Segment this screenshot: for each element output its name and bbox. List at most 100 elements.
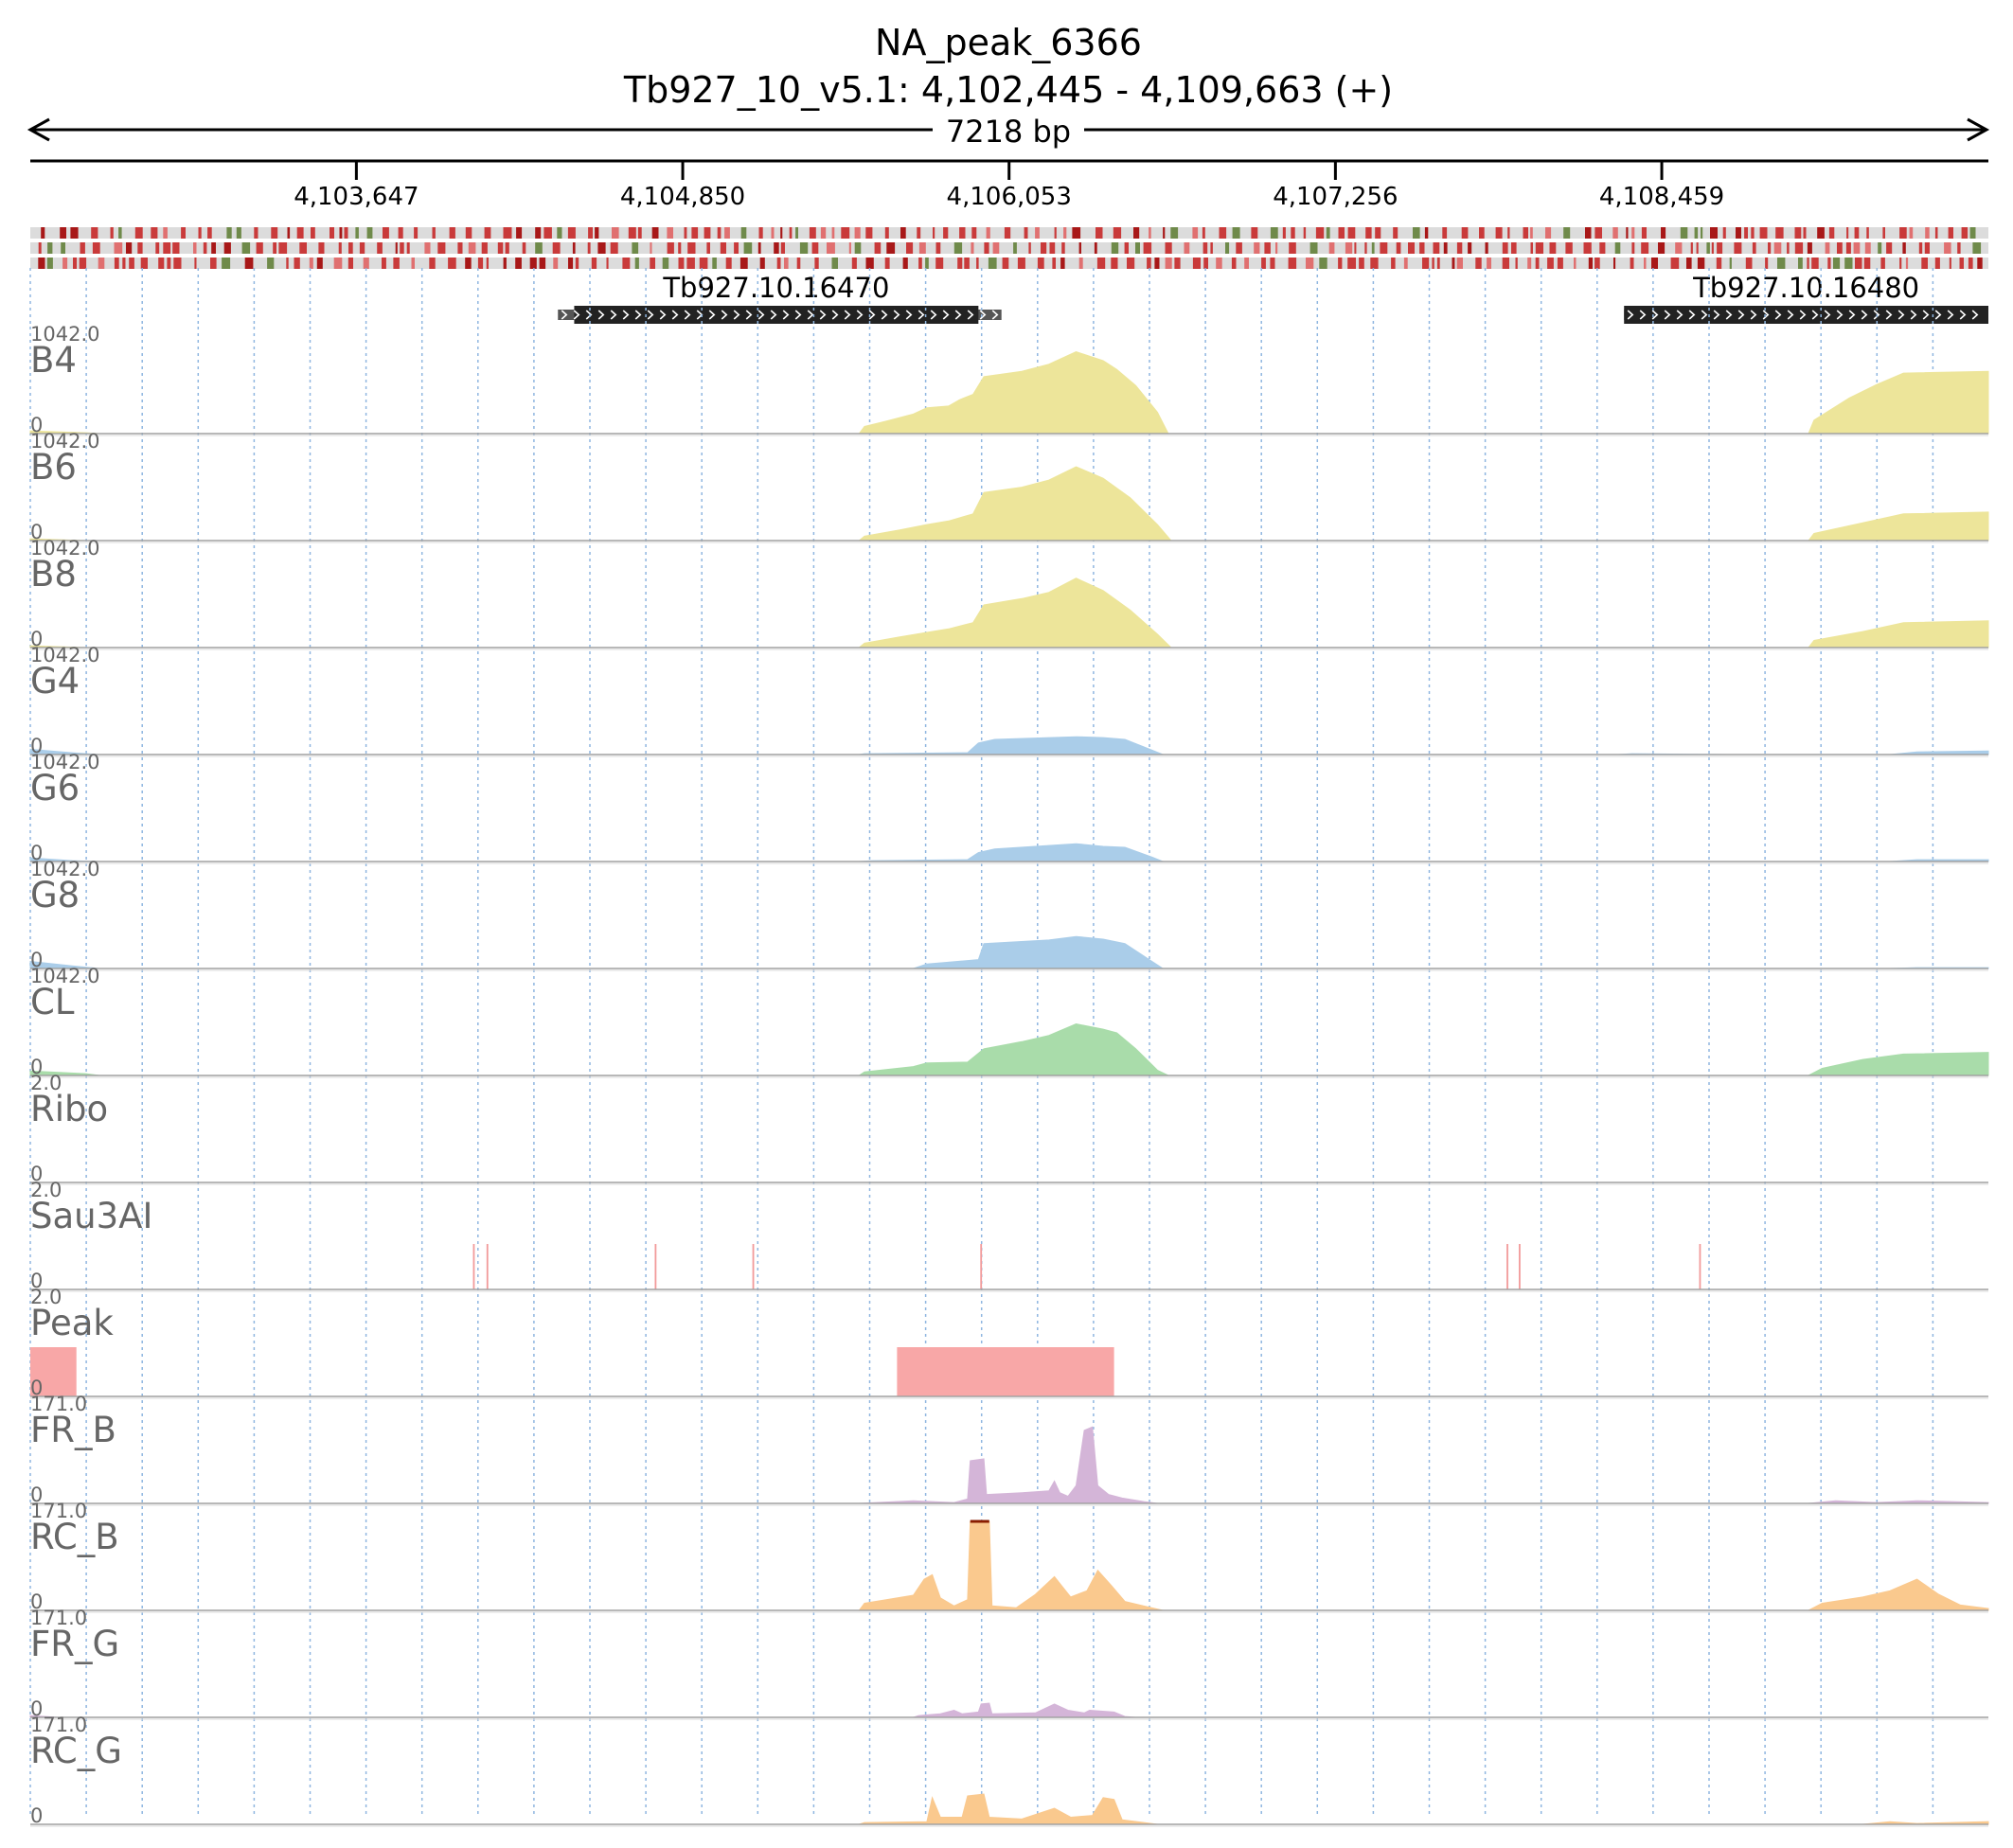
sequence-feature [1127,258,1135,269]
sequence-feature [1303,227,1307,239]
sequence-feature [1866,227,1869,239]
sequence-feature [1902,242,1906,254]
strand-chevron-icon [893,310,900,320]
sequence-feature [851,258,857,269]
sequence-feature [486,258,489,269]
sequence-feature [933,227,935,239]
strand-chevron-icon [1713,310,1720,320]
track-min-label: 0 [30,1804,43,1827]
strand-chevron-icon [647,310,654,320]
sequence-feature [1202,242,1208,254]
sequence-feature [918,258,922,269]
sequence-feature [1236,242,1242,254]
sequence-row [30,258,1988,269]
sequence-feature [158,258,165,269]
sequence-feature [122,258,126,269]
sequence-feature [1658,242,1666,254]
left-arrowhead-icon [27,117,50,142]
sequence-feature [1202,227,1205,239]
sequence-feature [535,227,542,239]
sequence-feature [854,227,861,239]
sequence-feature [706,242,710,254]
track-max-label: 171.0 [30,1607,87,1629]
sequence-feature [712,258,717,269]
sequence-feature [1921,258,1928,269]
sequence-feature [1456,258,1463,269]
sequence-feature [46,258,53,269]
sequence-feature [468,242,476,254]
sequence-feature [1909,227,1914,239]
sequence-feature [1225,242,1230,254]
strand-chevron-icon [1664,310,1671,320]
strand-chevron-icon [1701,310,1708,320]
sequence-feature [167,258,171,269]
sequence-feature [355,227,359,239]
strand-chevron-icon [856,310,864,320]
sequence-feature [1961,227,1968,239]
strand-chevron-icon [905,310,913,320]
sequence-feature [366,227,373,239]
sequence-feature [1545,227,1552,239]
sequence-feature [210,258,217,269]
coordinate-ruler: 4,103,647 4,104,850 4,106,053 4,107,256 4,10… [30,159,1988,211]
sequence-feature [254,227,258,239]
sequence-feature [1479,227,1485,239]
strand-chevron-icon [1861,310,1868,320]
sequence-feature [1096,258,1106,269]
strand-chevron-icon [1811,310,1819,320]
sequence-feature [286,258,289,269]
sequence-feature [1651,258,1658,269]
sequence-feature [634,258,639,269]
sequence-feature [163,227,168,239]
sequence-feature [140,258,148,269]
sequence-feature [198,227,202,239]
sequence-feature [1574,258,1577,269]
sequence-feature [684,227,687,239]
sequence-feature [935,258,944,269]
sequence-feature [699,258,708,269]
sequence-feature [535,242,543,254]
strand-chevron-icon [1947,310,1954,320]
sequence-feature [884,258,890,269]
sequence-feature [1338,227,1345,239]
sequence-feature [686,258,695,269]
span-arrow: 7218 bp [27,112,1990,150]
track-min-label: 0 [30,1484,43,1506]
sequence-feature [662,258,669,269]
sequence-feature [637,227,642,239]
sequence-feature [1563,227,1571,239]
sequence-feature [110,227,114,239]
sequence-feature [1918,242,1923,254]
sequence-feature [1670,258,1680,269]
sequence-feature [1124,242,1129,254]
strand-chevron-icon [721,310,728,320]
strand-chevron-icon [942,310,950,320]
sequence-feature [505,242,509,254]
track-name: Ribo [30,1089,108,1129]
strand-chevron-icon [684,310,691,320]
sequence-feature [784,258,789,269]
sequence-feature [383,227,389,239]
sequence-feature [691,227,699,239]
strand-chevron-icon [844,310,851,320]
strand-chevron-icon [967,310,974,320]
track-name: B6 [30,447,77,488]
sequence-feature [906,242,914,254]
sequence-feature [299,242,307,254]
sequence-feature [1309,242,1318,254]
sequence-feature [650,242,652,254]
sequence-feature [38,258,45,269]
sequence-feature [1972,242,1982,254]
sequence-feature [552,242,561,254]
sequence-feature [1424,227,1429,239]
sequence-feature [1422,258,1430,269]
sequence-feature [1315,227,1325,239]
sequence-feature [1557,258,1563,269]
strand-chevron-icon [1676,310,1683,320]
sequence-feature [1254,242,1260,254]
strand-chevron-icon [1910,310,1917,320]
sequence-feature [1948,227,1953,239]
sequence-feature [591,258,597,269]
